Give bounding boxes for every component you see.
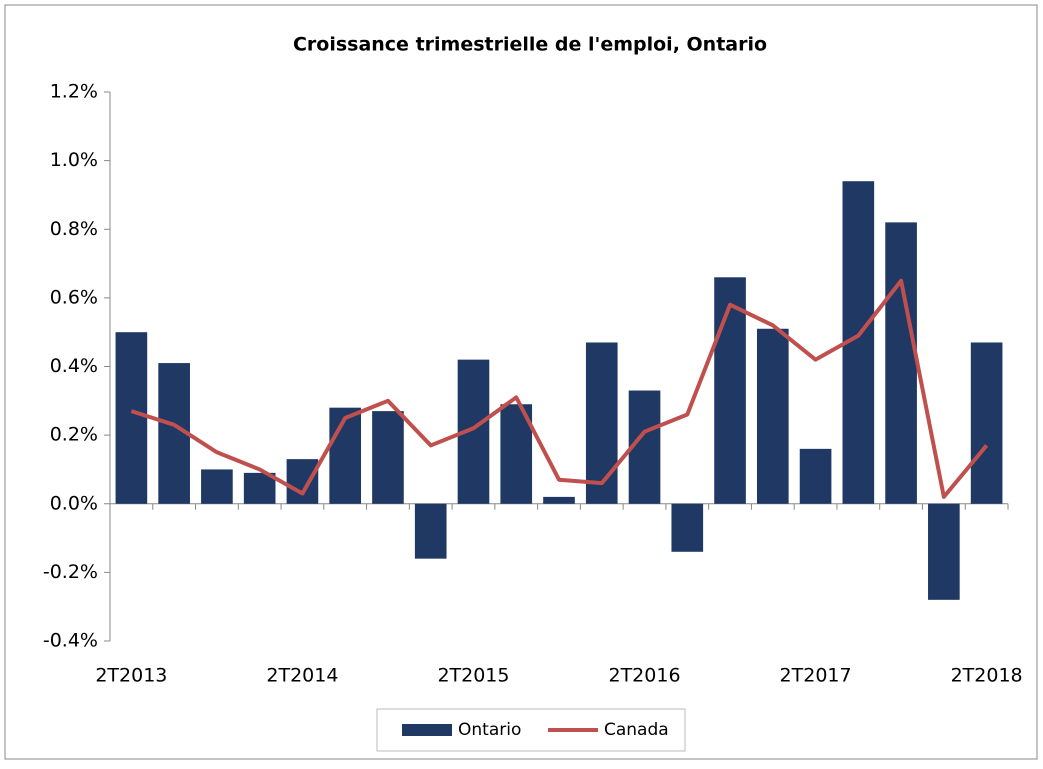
y-tick-label: 0.8%: [50, 218, 98, 240]
bar: [970, 342, 1003, 504]
bar: [115, 332, 148, 504]
y-tick-label: -0.2%: [43, 561, 98, 583]
bar: [201, 469, 233, 504]
bar: [671, 503, 704, 552]
bar: [414, 503, 447, 559]
x-tick-label: 2T2018: [951, 665, 1023, 687]
x-tick-label: 2T2013: [95, 665, 167, 687]
x-tick-label: 2T2014: [266, 665, 338, 687]
bar: [372, 411, 404, 504]
line: [130, 278, 989, 499]
bar: [928, 503, 960, 600]
legend-label: Ontario: [458, 720, 521, 740]
legend-swatch: [402, 724, 452, 736]
y-tick-label: 0.6%: [50, 286, 98, 308]
bar: [885, 222, 917, 504]
y-tick-label: 0.0%: [50, 492, 98, 514]
x-tick-label: 2T2015: [437, 665, 509, 687]
bar: [585, 342, 618, 504]
y-tick-label: 1.2%: [50, 81, 98, 103]
legend-label: Canada: [604, 720, 669, 740]
bar: [286, 459, 319, 504]
bar: [543, 496, 575, 504]
y-tick-label: -0.4%: [43, 630, 98, 652]
bar: [243, 472, 276, 504]
bar: [756, 328, 789, 504]
bar: [799, 448, 832, 504]
y-tick-label: 0.4%: [50, 355, 98, 377]
y-tick-label: 1.0%: [50, 149, 98, 171]
x-tick-label: 2T2016: [608, 665, 680, 687]
y-tick-label: 0.2%: [50, 424, 98, 446]
chart-title: Croissance trimestrielle de l'emploi, On…: [293, 34, 767, 56]
bar: [714, 277, 746, 504]
x-tick-label: 2T2017: [780, 665, 852, 687]
bar: [329, 407, 362, 504]
